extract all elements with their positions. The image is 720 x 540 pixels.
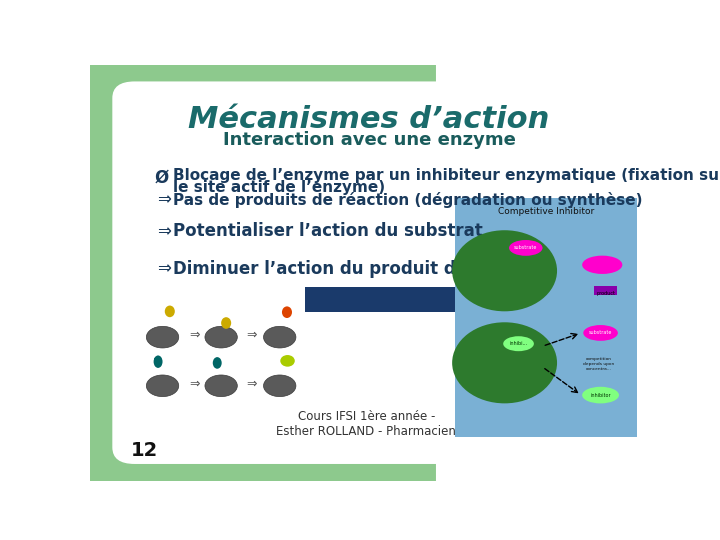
Text: inhibi...: inhibi... <box>510 341 528 346</box>
Ellipse shape <box>583 325 618 341</box>
Text: Mécanismes d’action: Mécanismes d’action <box>189 105 549 134</box>
Text: le site actif de l’enzyme): le site actif de l’enzyme) <box>173 179 384 194</box>
Bar <box>305 287 456 312</box>
FancyBboxPatch shape <box>34 181 436 522</box>
Text: inhibitor: inhibitor <box>590 393 611 397</box>
Text: Competitive Inhibitor: Competitive Inhibitor <box>498 207 594 216</box>
Text: ⇒: ⇒ <box>157 191 171 208</box>
FancyBboxPatch shape <box>112 82 648 464</box>
Ellipse shape <box>264 375 296 396</box>
Ellipse shape <box>280 355 294 367</box>
Ellipse shape <box>146 326 179 348</box>
Ellipse shape <box>509 240 543 256</box>
Text: ⇒: ⇒ <box>189 328 200 342</box>
Text: Potentialiser l’action du substrat: Potentialiser l’action du substrat <box>173 222 482 240</box>
Text: 12: 12 <box>131 441 158 460</box>
Text: Diminuer l’action du produit de réaction: Diminuer l’action du produit de réaction <box>173 259 550 278</box>
Text: Interaction avec une enzyme: Interaction avec une enzyme <box>222 131 516 150</box>
Ellipse shape <box>503 336 534 351</box>
Text: substrate: substrate <box>589 330 612 335</box>
Ellipse shape <box>282 306 292 318</box>
Text: ⇒: ⇒ <box>246 377 257 390</box>
Text: Blocage de l’enzyme par un inhibiteur enzymatique (fixation sur: Blocage de l’enzyme par un inhibiteur en… <box>173 168 720 183</box>
Text: Cours IFSI 1ère année -
Esther ROLLAND - Pharmacien: Cours IFSI 1ère année - Esther ROLLAND -… <box>276 410 456 438</box>
Text: Pas de produits de réaction (dégradation ou synthèse): Pas de produits de réaction (dégradation… <box>173 192 642 207</box>
Ellipse shape <box>153 355 163 368</box>
Ellipse shape <box>205 375 238 396</box>
Ellipse shape <box>264 326 296 348</box>
Text: substrate: substrate <box>514 245 538 251</box>
Ellipse shape <box>213 357 222 369</box>
Text: competition
depends upon
concentra...: competition depends upon concentra... <box>583 357 615 370</box>
Ellipse shape <box>221 317 231 329</box>
Ellipse shape <box>205 326 238 348</box>
Ellipse shape <box>146 375 179 396</box>
Bar <box>456 198 636 437</box>
Text: ⇒: ⇒ <box>157 222 171 240</box>
Text: Ø: Ø <box>154 169 168 187</box>
Ellipse shape <box>452 322 557 403</box>
Text: product: product <box>596 291 615 296</box>
Text: ⇒: ⇒ <box>246 328 257 342</box>
Text: ⇒: ⇒ <box>189 377 200 390</box>
FancyBboxPatch shape <box>34 11 436 244</box>
Text: ⇒: ⇒ <box>157 260 171 278</box>
Ellipse shape <box>452 230 557 312</box>
Ellipse shape <box>165 306 175 317</box>
Ellipse shape <box>582 255 622 274</box>
Bar <box>595 286 617 295</box>
Ellipse shape <box>582 387 619 403</box>
